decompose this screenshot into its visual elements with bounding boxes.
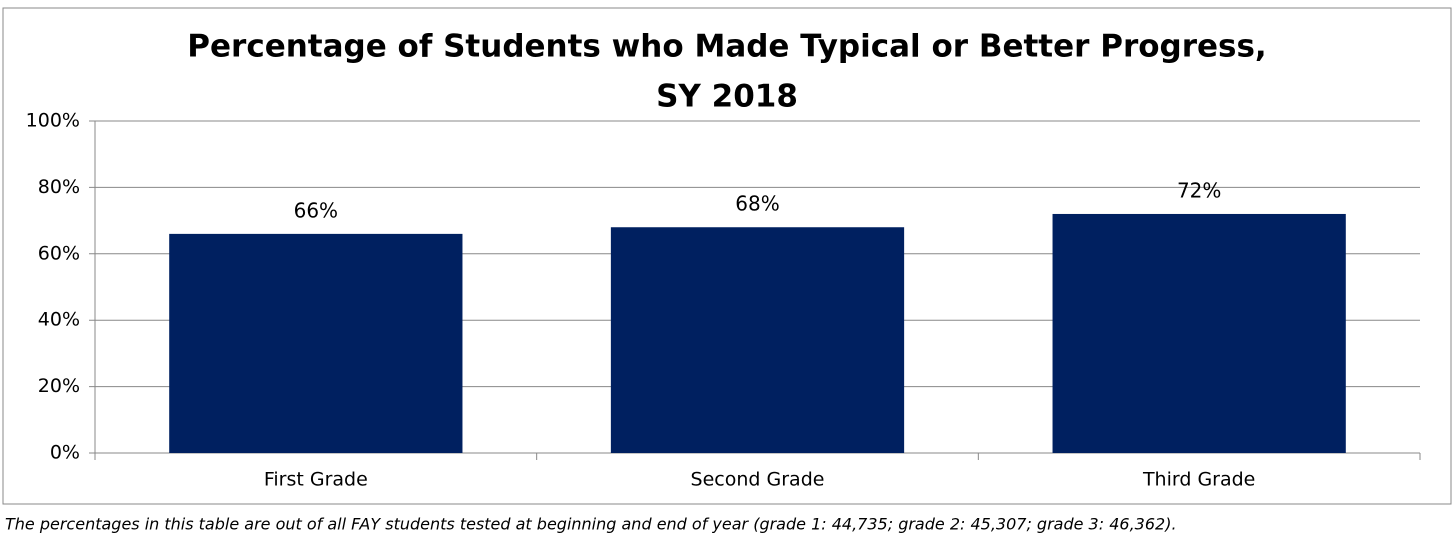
y-tick-label: 60%	[38, 242, 80, 264]
y-tick-label: 0%	[50, 442, 80, 464]
y-tick-label: 20%	[38, 375, 80, 397]
data-label: 72%	[1177, 178, 1221, 202]
bar	[169, 233, 463, 453]
x-tick-label: Second Grade	[691, 469, 825, 491]
data-label: 66%	[294, 198, 338, 222]
y-tick-label: 100%	[26, 110, 80, 132]
bar	[1052, 213, 1346, 453]
y-tick-label: 40%	[38, 309, 80, 331]
x-tick-label: Third Grade	[1142, 469, 1255, 491]
chart-title: SY 2018	[656, 79, 798, 115]
x-tick-label: First Grade	[264, 469, 368, 491]
chart-title: Percentage of Students who Made Typical …	[187, 29, 1266, 65]
data-label: 68%	[735, 192, 779, 216]
y-tick-label: 80%	[38, 176, 80, 198]
bar	[610, 227, 905, 453]
note: The percentages in this table are out of…	[5, 515, 1177, 534]
